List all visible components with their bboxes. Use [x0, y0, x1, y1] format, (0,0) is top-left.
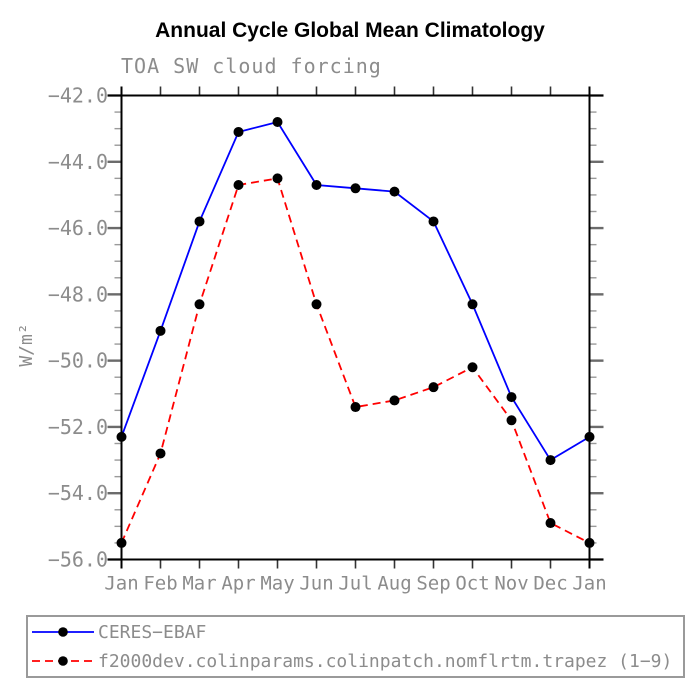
data-point-marker	[428, 382, 439, 393]
data-point-marker	[389, 395, 400, 406]
legend-item-ceres-ebaf: CERES−EBAF	[28, 618, 683, 646]
y-tick-label: −52.0	[48, 415, 108, 439]
data-point-marker	[194, 299, 205, 310]
data-point-marker	[545, 518, 556, 529]
x-tick-label: Jan	[572, 573, 606, 595]
data-point-marker	[506, 392, 517, 403]
data-point-marker	[311, 299, 322, 310]
y-tick-labels: −42.0 −44.0 −46.0 −48.0 −50.0 −52.0 −54.0 −56.0	[48, 84, 108, 572]
data-point-marker	[311, 179, 322, 190]
data-point-marker	[155, 448, 166, 459]
x-tick-label: Feb	[143, 573, 177, 595]
legend-item-f2000dev: f2000dev.colinparams.colinpatch.nomflrtm…	[28, 647, 683, 675]
y-tick-label: −48.0	[48, 282, 108, 306]
y-axis-label: W/m²	[16, 323, 37, 366]
x-tick-label: Oct	[455, 573, 489, 595]
x-tick-label: Jun	[299, 573, 333, 595]
y-tick-label: −50.0	[48, 349, 108, 373]
series-markers-1	[116, 173, 595, 548]
data-point-marker	[428, 216, 439, 227]
data-point-marker	[545, 455, 556, 466]
data-point-marker	[467, 299, 478, 310]
x-tick-label: Sep	[416, 573, 450, 595]
data-point-marker	[155, 325, 166, 336]
legend-box: CERES−EBAF f2000dev.colinparams.colinpat…	[26, 615, 685, 678]
legend-line-blue-solid-icon	[32, 627, 94, 637]
x-tick-label: May	[260, 573, 294, 595]
data-point-marker	[233, 179, 244, 190]
series-line-1	[120, 177, 590, 544]
legend-label-ceres-ebaf: CERES−EBAF	[98, 621, 207, 643]
x-tick-label: Aug	[377, 573, 411, 595]
data-point-marker	[233, 126, 244, 137]
data-point-marker	[350, 183, 361, 194]
data-point-marker	[272, 173, 283, 184]
x-tick-label: Nov	[494, 573, 528, 595]
data-point-marker	[272, 117, 283, 128]
y-tick-label: −56.0	[48, 548, 108, 572]
series-markers-0	[116, 117, 595, 466]
x-tick-label: Jan	[104, 573, 138, 595]
data-point-marker	[116, 537, 127, 548]
legend-line-red-dashed-icon	[32, 656, 94, 666]
x-tick-label: Mar	[182, 573, 216, 595]
data-point-marker	[467, 362, 478, 373]
data-point-marker	[584, 431, 595, 442]
y-tick-label: −46.0	[48, 216, 108, 240]
axis-frame	[107, 86, 604, 569]
x-tick-label: Apr	[221, 573, 255, 595]
y-tick-label: −44.0	[48, 150, 108, 174]
data-point-marker	[506, 415, 517, 426]
x-tick-label: Jul	[338, 573, 372, 595]
chart-subtitle: TOA SW cloud forcing	[121, 54, 382, 78]
legend-label-f2000dev: f2000dev.colinparams.colinpatch.nomflrtm…	[98, 650, 673, 672]
chart-title: Annual Cycle Global Mean Climatology	[155, 19, 545, 42]
data-point-marker	[584, 537, 595, 548]
x-ticks-and-labels: Jan Feb Mar Apr May Jun Jul Aug Sep Oct Nov Dec Jan	[104, 86, 607, 595]
data-point-marker	[389, 186, 400, 197]
y-tick-label: −42.0	[48, 84, 108, 108]
data-point-marker	[350, 402, 361, 413]
x-tick-label: Dec	[533, 573, 567, 595]
y-tick-label: −54.0	[48, 481, 108, 505]
axis-ticks	[107, 94, 604, 561]
data-point-marker	[194, 216, 205, 227]
data-point-marker	[116, 431, 127, 442]
